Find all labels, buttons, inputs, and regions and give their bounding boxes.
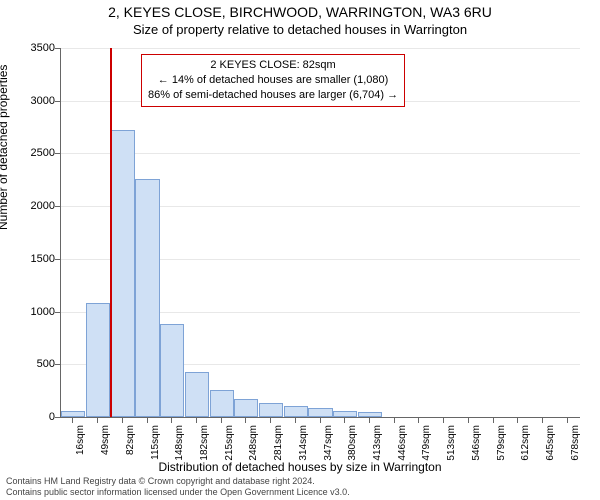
x-tick-label: 446sqm bbox=[397, 425, 408, 485]
x-tick-label: 82sqm bbox=[125, 425, 136, 485]
x-tick-label: 479sqm bbox=[421, 425, 432, 485]
x-tick-label: 248sqm bbox=[248, 425, 259, 485]
y-tick-label: 2500 bbox=[15, 147, 55, 159]
x-tick-mark bbox=[147, 418, 148, 423]
x-tick-label: 678sqm bbox=[570, 425, 581, 485]
x-tick-mark bbox=[270, 418, 271, 423]
x-tick-mark bbox=[517, 418, 518, 423]
histogram-bar bbox=[308, 408, 332, 417]
histogram-bar bbox=[160, 324, 184, 417]
x-tick-label: 546sqm bbox=[471, 425, 482, 485]
x-tick-label: 612sqm bbox=[520, 425, 531, 485]
x-tick-mark bbox=[394, 418, 395, 423]
histogram-bar bbox=[185, 372, 209, 417]
y-axis-label: Number of detached properties bbox=[0, 65, 10, 230]
x-tick-mark bbox=[320, 418, 321, 423]
plot-area: 2 KEYES CLOSE: 82sqm← 14% of detached ho… bbox=[60, 48, 580, 418]
x-tick-label: 579sqm bbox=[496, 425, 507, 485]
x-tick-mark bbox=[418, 418, 419, 423]
x-tick-label: 182sqm bbox=[199, 425, 210, 485]
x-tick-mark bbox=[369, 418, 370, 423]
chart-title-sub: Size of property relative to detached ho… bbox=[0, 22, 600, 37]
x-tick-label: 645sqm bbox=[545, 425, 556, 485]
histogram-bar bbox=[111, 130, 135, 417]
y-tick-label: 0 bbox=[15, 411, 55, 423]
x-tick-mark bbox=[493, 418, 494, 423]
x-tick-label: 314sqm bbox=[298, 425, 309, 485]
y-tick-mark bbox=[55, 259, 60, 260]
histogram-bar bbox=[358, 412, 382, 417]
x-tick-mark bbox=[542, 418, 543, 423]
x-tick-label: 148sqm bbox=[174, 425, 185, 485]
y-tick-mark bbox=[55, 101, 60, 102]
annotation-line-3: 86% of semi-detached houses are larger (… bbox=[148, 88, 398, 103]
histogram-bar bbox=[234, 399, 258, 417]
histogram-bar bbox=[259, 403, 283, 417]
histogram-bar bbox=[135, 179, 159, 417]
x-tick-label: 115sqm bbox=[150, 425, 161, 485]
footer-line-2: Contains public sector information licen… bbox=[6, 487, 350, 498]
chart-title-main: 2, KEYES CLOSE, BIRCHWOOD, WARRINGTON, W… bbox=[0, 4, 600, 20]
y-tick-mark bbox=[55, 417, 60, 418]
y-tick-mark bbox=[55, 364, 60, 365]
histogram-bar bbox=[284, 406, 308, 417]
x-tick-label: 347sqm bbox=[323, 425, 334, 485]
histogram-bar bbox=[210, 390, 234, 417]
x-tick-label: 380sqm bbox=[347, 425, 358, 485]
property-marker-line bbox=[110, 48, 112, 417]
x-tick-label: 215sqm bbox=[224, 425, 235, 485]
grid-line bbox=[61, 153, 580, 154]
x-tick-mark bbox=[443, 418, 444, 423]
x-tick-mark bbox=[567, 418, 568, 423]
y-tick-mark bbox=[55, 48, 60, 49]
x-tick-mark bbox=[122, 418, 123, 423]
x-tick-label: 281sqm bbox=[273, 425, 284, 485]
y-tick-mark bbox=[55, 153, 60, 154]
chart-container: 2, KEYES CLOSE, BIRCHWOOD, WARRINGTON, W… bbox=[0, 0, 600, 500]
annotation-line-2: ← 14% of detached houses are smaller (1,… bbox=[148, 73, 398, 88]
histogram-bar bbox=[86, 303, 110, 417]
y-tick-label: 500 bbox=[15, 358, 55, 370]
x-tick-mark bbox=[196, 418, 197, 423]
y-tick-label: 1500 bbox=[15, 253, 55, 265]
x-tick-mark bbox=[97, 418, 98, 423]
annotation-line-1: 2 KEYES CLOSE: 82sqm bbox=[148, 58, 398, 73]
y-tick-label: 1000 bbox=[15, 306, 55, 318]
y-tick-label: 3500 bbox=[15, 42, 55, 54]
x-tick-mark bbox=[72, 418, 73, 423]
x-tick-label: 513sqm bbox=[446, 425, 457, 485]
x-tick-mark bbox=[245, 418, 246, 423]
y-tick-label: 2000 bbox=[15, 200, 55, 212]
x-tick-mark bbox=[295, 418, 296, 423]
y-tick-mark bbox=[55, 312, 60, 313]
histogram-bar bbox=[333, 411, 357, 417]
histogram-bar bbox=[61, 411, 85, 417]
x-tick-label: 413sqm bbox=[372, 425, 383, 485]
x-tick-label: 49sqm bbox=[100, 425, 111, 485]
x-tick-mark bbox=[221, 418, 222, 423]
y-tick-mark bbox=[55, 206, 60, 207]
annotation-box: 2 KEYES CLOSE: 82sqm← 14% of detached ho… bbox=[141, 54, 405, 107]
x-tick-label: 16sqm bbox=[75, 425, 86, 485]
x-tick-mark bbox=[171, 418, 172, 423]
y-tick-label: 3000 bbox=[15, 95, 55, 107]
grid-line bbox=[61, 48, 580, 49]
x-tick-mark bbox=[468, 418, 469, 423]
x-tick-mark bbox=[344, 418, 345, 423]
